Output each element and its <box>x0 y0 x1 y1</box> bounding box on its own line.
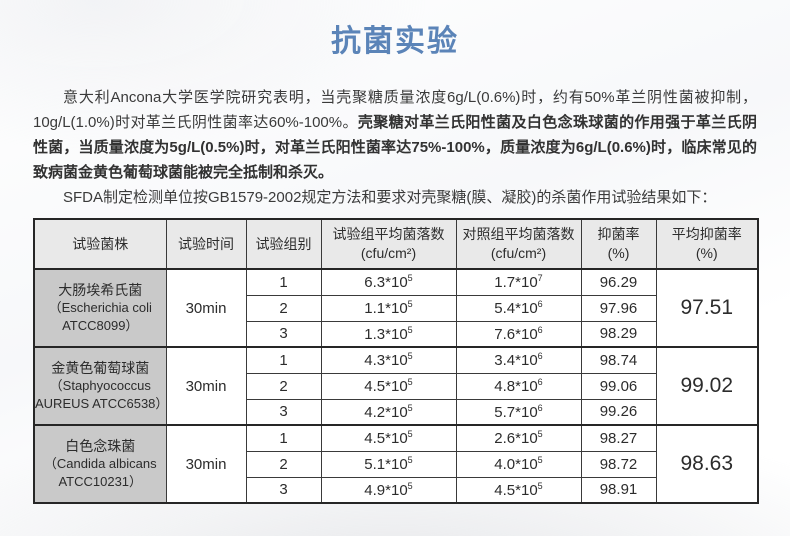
rate-cell: 96.29 <box>580 268 657 296</box>
time-cell: 30min <box>165 268 247 348</box>
table-row: 3 4.2*105 5.7*106 99.26 <box>34 398 758 426</box>
group-no-cell: 2 <box>245 372 322 400</box>
group-no-cell: 1 <box>245 346 322 374</box>
table-row: 3 4.9*105 4.5*105 98.91 <box>34 476 758 504</box>
table-row: 金黄色葡萄球菌 （Staphyococcus AUREUS ATCC6538） … <box>33 346 759 426</box>
group-no-cell: 3 <box>245 398 322 426</box>
document-body: 意大利Ancona大学医学院研究表明，当壳聚糖质量浓度6g/L(0.6%)时，约… <box>33 85 759 504</box>
strain-cell: 大肠埃希氏菌 （Escherichia coli ATCC8099） <box>33 268 167 348</box>
rate-cell: 99.06 <box>580 372 657 400</box>
table-row: 2 5.1*105 4.0*105 98.72 <box>34 450 758 478</box>
rate-cell: 98.72 <box>580 450 657 478</box>
test-count-cell: 5.1*105 <box>320 450 457 478</box>
test-count-cell: 4.9*105 <box>320 476 457 504</box>
control-count-cell: 7.6*106 <box>455 320 582 348</box>
column-header-time: 试验时间 <box>165 218 247 270</box>
control-count-cell: 5.7*106 <box>455 398 582 426</box>
time-cell: 30min <box>165 424 247 504</box>
avg-rate-cell: 98.63 <box>655 424 759 504</box>
rate-cell: 98.74 <box>580 346 657 374</box>
column-header-strain: 试验菌株 <box>33 218 167 270</box>
strain-group-staph: 金黄色葡萄球菌 （Staphyococcus AUREUS ATCC6538） … <box>33 346 759 426</box>
rate-cell: 98.27 <box>580 424 657 452</box>
table-row: 3 1.3*105 7.6*106 98.29 <box>34 320 758 348</box>
test-count-cell: 6.3*105 <box>320 268 457 296</box>
column-header-rate: 抑菌率 (%) <box>580 218 657 270</box>
control-count-cell: 4.0*105 <box>455 450 582 478</box>
results-table: 试验菌株 试验时间 试验组别 试验组平均菌落数 (cfu/cm²) 对照组平均菌落… <box>33 218 759 504</box>
column-header-ctrl-avg: 对照组平均菌落数 (cfu/cm²) <box>455 218 582 270</box>
test-count-cell: 4.3*105 <box>320 346 457 374</box>
test-count-cell: 4.5*105 <box>320 372 457 400</box>
group-no-cell: 1 <box>245 268 322 296</box>
group-no-cell: 3 <box>245 320 322 348</box>
group-no-cell: 2 <box>245 294 322 322</box>
control-count-cell: 5.4*106 <box>455 294 582 322</box>
strain-cell: 金黄色葡萄球菌 （Staphyococcus AUREUS ATCC6538） <box>33 346 168 426</box>
control-count-cell: 2.6*105 <box>455 424 582 452</box>
control-count-cell: 3.4*106 <box>455 346 582 374</box>
column-header-avg-rate: 平均抑菌率 (%) <box>655 218 759 270</box>
strain-cell: 白色念珠菌 （Candida albicans ATCC10231） <box>33 424 167 504</box>
rate-cell: 98.29 <box>580 320 657 348</box>
group-no-cell: 1 <box>245 424 322 452</box>
avg-rate-cell: 99.02 <box>655 346 759 426</box>
rate-cell: 98.91 <box>580 476 657 504</box>
control-count-cell: 1.7*107 <box>455 268 582 296</box>
intro-text-normal: 意大利Ancona大学医学院研究表明，当壳聚糖质量浓度6g/L(0.6%)时，约… <box>33 89 757 131</box>
test-count-cell: 1.3*105 <box>320 320 457 348</box>
table-row: 大肠埃希氏菌 （Escherichia coli ATCC8099） 30min… <box>33 268 759 348</box>
rate-cell: 99.26 <box>580 398 657 426</box>
intro-text-bold: 壳聚糖对革兰氏阳性菌及白色念珠球菌的作用强于革兰氏阴性菌，当质量浓度为5g/L(… <box>33 114 757 181</box>
test-count-cell: 4.5*105 <box>320 424 457 452</box>
control-count-cell: 4.8*106 <box>455 372 582 400</box>
table-row: 白色念珠菌 （Candida albicans ATCC10231） 30min… <box>33 424 759 504</box>
strain-group-ecoli: 大肠埃希氏菌 （Escherichia coli ATCC8099） 30min… <box>33 268 759 348</box>
sfda-note: SFDA制定检测单位按GB1579-2002规定方法和要求对壳聚糖(膜、凝胶)的… <box>63 189 717 206</box>
table-row: 2 4.5*105 4.8*106 99.06 <box>34 372 758 400</box>
avg-rate-cell: 97.51 <box>655 268 759 348</box>
group-no-cell: 3 <box>245 476 322 504</box>
time-cell: 30min <box>165 346 247 426</box>
control-count-cell: 4.5*105 <box>455 476 582 504</box>
column-header-test-avg: 试验组平均菌落数 (cfu/cm²) <box>320 218 457 270</box>
page-title: 抗菌实验 <box>331 25 459 58</box>
rate-cell: 97.96 <box>580 294 657 322</box>
strain-group-candida: 白色念珠菌 （Candida albicans ATCC10231） 30min… <box>33 424 759 504</box>
column-header-group: 试验组别 <box>245 218 322 270</box>
table-header: 试验菌株 试验时间 试验组别 试验组平均菌落数 (cfu/cm²) 对照组平均菌落… <box>33 218 759 270</box>
test-count-cell: 4.2*105 <box>320 398 457 426</box>
test-count-cell: 1.1*105 <box>320 294 457 322</box>
intro-paragraph: 意大利Ancona大学医学院研究表明，当壳聚糖质量浓度6g/L(0.6%)时，约… <box>33 85 757 185</box>
group-no-cell: 2 <box>245 450 322 478</box>
